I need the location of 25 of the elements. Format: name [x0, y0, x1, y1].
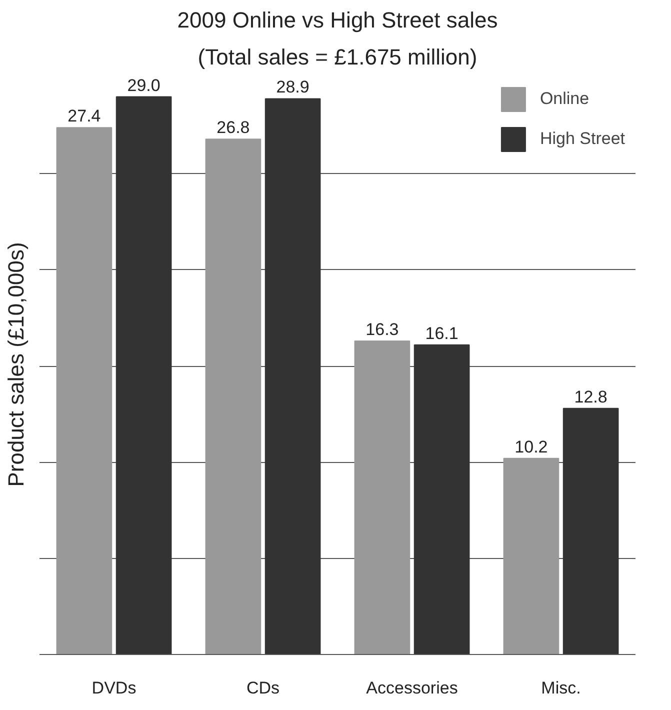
bar	[116, 96, 172, 654]
data-label: 26.8	[216, 118, 250, 138]
chart-title: 2009 Online vs High Street sales	[177, 8, 498, 32]
bar	[562, 408, 619, 654]
bar	[503, 458, 560, 654]
x-tick-label: Misc.	[541, 678, 581, 698]
data-label: 28.9	[276, 78, 310, 97]
bar	[56, 127, 112, 654]
bar	[354, 340, 410, 654]
data-label: 29.0	[127, 76, 160, 95]
bar	[205, 138, 262, 654]
x-tick-label: DVDs	[92, 678, 136, 698]
data-label: 12.8	[574, 387, 608, 406]
data-label: 10.2	[514, 437, 548, 456]
bar	[414, 344, 470, 654]
chart-subtitle: (Total sales = £1.675 million)	[198, 44, 478, 70]
x-tick-label: CDs	[246, 678, 280, 698]
legend-label: High Street	[540, 129, 625, 149]
y-axis-title: Product sales (£10,000s)	[4, 242, 28, 487]
bar	[264, 98, 321, 654]
legend-label: Online	[540, 89, 590, 109]
data-label: 16.3	[366, 320, 399, 340]
x-tick-label: Accessories	[366, 678, 458, 698]
data-label: 16.1	[425, 324, 458, 343]
data-label: 27.4	[68, 106, 101, 126]
